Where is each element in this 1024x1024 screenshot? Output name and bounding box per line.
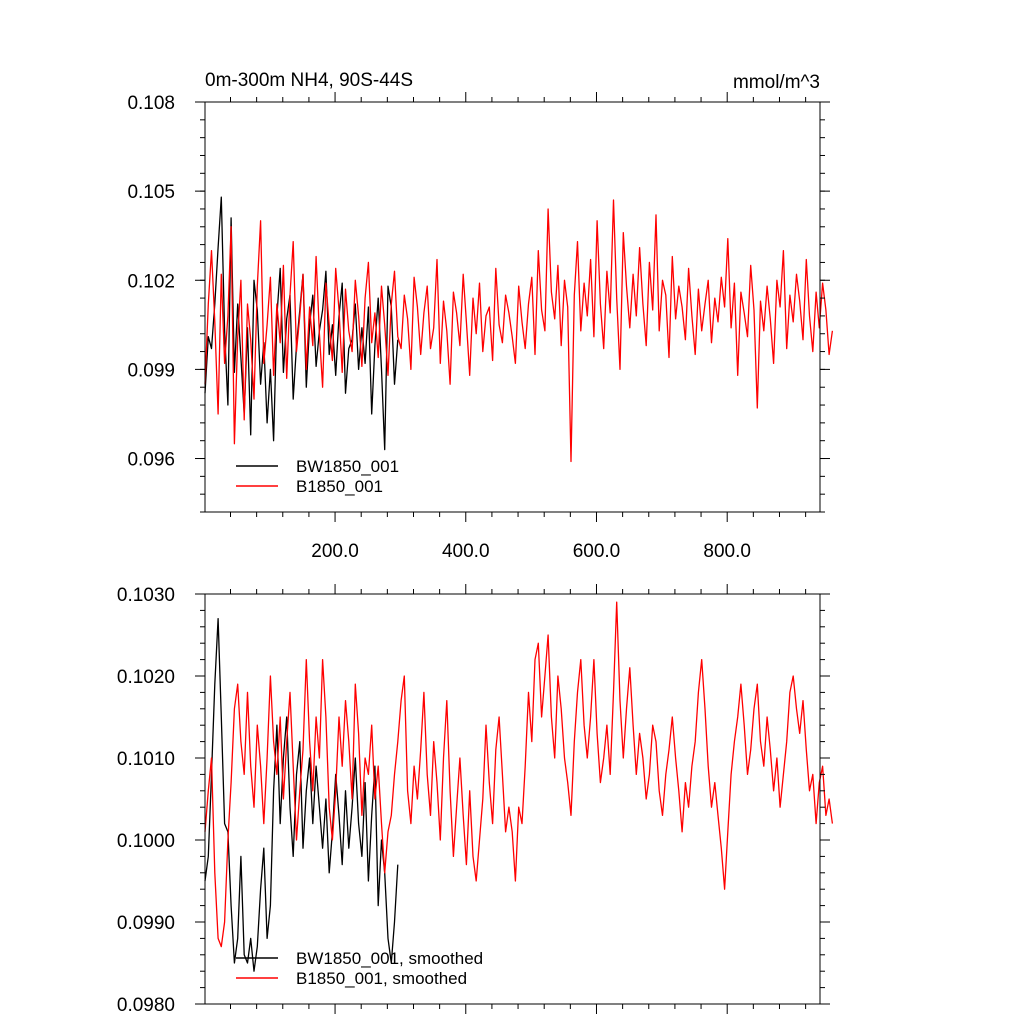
bottom-plot-frame	[204, 593, 821, 1005]
legend-label-0: BW1850_001, smoothed	[296, 949, 483, 968]
y-tick-label: 0.102	[127, 271, 175, 292]
top-plot-frame	[204, 101, 821, 513]
top-panel: 0m-300m NH4, 90S-44S mmol/m^3 0.096 0.099…	[127, 70, 834, 562]
legend-label-1: B1850_001, smoothed	[296, 969, 467, 988]
x-tick-label: 800.0	[703, 541, 751, 562]
legend-label-1: B1850_001	[296, 477, 383, 496]
y-tick-label: 0.1030	[117, 585, 175, 606]
x-tick-label: 200.0	[311, 541, 359, 562]
series-line-1	[204, 199, 834, 463]
y-tick-label: 0.0980	[117, 995, 175, 1016]
y-tick-label: 0.1010	[117, 749, 175, 770]
y-tick-label: 0.1020	[117, 667, 175, 688]
y-tick-label: 0.0990	[117, 913, 175, 934]
y-tick-label: 0.1000	[117, 831, 175, 852]
top-axis-ticks: 0.096 0.099 0.102 0.105 0.108 200.0 400.0 600.0…	[127, 92, 830, 562]
x-tick-label: 600.0	[573, 541, 621, 562]
units-label: mmol/m^3	[733, 72, 820, 93]
bottom-axis-ticks: 0.0980 0.0990 0.1000 0.1010 0.1020 0.1030	[117, 584, 830, 1016]
chart-title: 0m-300m NH4, 90S-44S	[205, 70, 413, 91]
series-line-0	[204, 617, 399, 972]
y-tick-label: 0.096	[127, 450, 175, 471]
y-tick-label: 0.099	[127, 360, 175, 381]
legend-label-0: BW1850_001	[296, 457, 399, 476]
bottom-series-group	[204, 601, 834, 972]
y-tick-label: 0.105	[127, 182, 175, 203]
series-line-1	[204, 601, 834, 948]
x-tick-label: 400.0	[442, 541, 490, 562]
top-series-group	[204, 196, 834, 463]
bottom-panel: 0.0980 0.0990 0.1000 0.1010 0.1020 0.1030 BW1…	[117, 584, 834, 1016]
y-tick-label: 0.108	[127, 93, 175, 114]
